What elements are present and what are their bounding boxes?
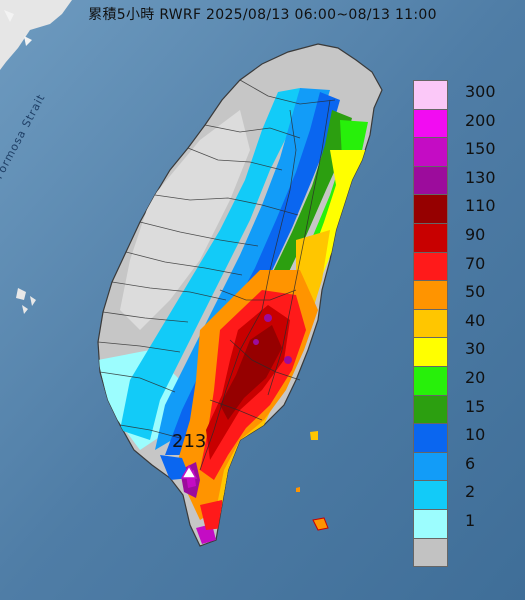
penghu-islands [16,288,36,314]
legend-label: 20 [465,368,486,387]
orchid-island [312,517,329,531]
rain-none-area [120,110,250,330]
coastal-islands [4,10,32,46]
legend-swatch [413,337,448,367]
legend-label: 300 [465,82,496,101]
legend-swatch [413,137,448,167]
legend-label: 150 [465,139,496,159]
legend-swatch [413,108,448,139]
legend-swatch [413,194,448,224]
legend-swatch [413,537,448,568]
legend-swatch [413,366,448,396]
legend-label: 1 [465,511,476,530]
legend-label: 130 [465,167,496,187]
legend-swatch [413,165,448,196]
green-island [310,431,318,440]
small-islet [296,487,300,492]
boundary-lines [97,79,336,471]
legend-swatch [413,480,448,510]
rain-130mm-spot [284,356,292,364]
legend-label: 110 [465,196,496,216]
legend-swatch [413,251,448,282]
legend-label: 6 [465,453,476,473]
peak-marker-triangle [180,464,198,479]
legend-swatch [413,394,448,425]
rain-10mm-area-sw [160,455,190,480]
legend-swatch [413,223,448,253]
legend-label: 10 [465,425,486,445]
legend-label: 30 [465,339,486,359]
map-title: 累積5小時 RWRF 2025/08/13 06:00~08/13 11:00 [88,7,437,23]
rain-130mm-spot [253,339,259,345]
peak-rainfall-value: 213 [172,431,207,452]
legend-label: 2 [465,482,476,502]
legend-swatch [413,451,448,482]
legend-swatch [413,80,448,110]
legend-label: 90 [465,225,486,244]
legend-label: 70 [465,253,486,273]
rain-20mm-area [200,120,368,470]
rainfall-layers [98,88,368,544]
rain-130mm-spot [264,314,272,322]
legend-label: 200 [465,110,496,130]
rain-110mm-area [220,325,282,420]
legend-label: 15 [465,396,486,416]
legend-label: 40 [465,310,486,330]
legend-swatch [413,308,448,339]
legend-swatch [413,423,448,453]
legend-swatch [413,280,448,310]
rain-2mm-area [120,88,300,440]
mainland-coast [0,0,72,70]
legend-label: 50 [465,282,486,302]
rain-70mm-area-tip [200,500,224,530]
legend-swatch [413,509,448,539]
